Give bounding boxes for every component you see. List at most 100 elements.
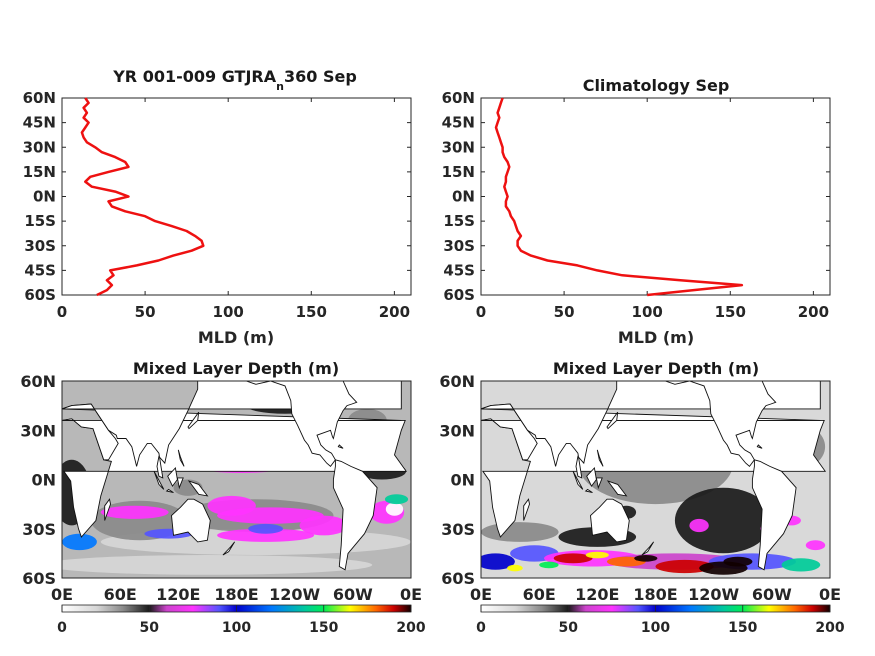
- continent-outline: [177, 449, 185, 467]
- colorbar-model: 0 50 100 150 200: [57, 604, 426, 636]
- x-tick-label: 200: [798, 303, 829, 321]
- profile-model-title: YR 001-009 GTJRAn360 Sep: [112, 67, 357, 93]
- map-climatology-axes: [480, 380, 831, 579]
- mld-patch: [299, 515, 348, 536]
- map-lat-label: 60S: [441, 569, 475, 588]
- y-tick-label: 30N: [442, 138, 475, 156]
- profile-model-axes: [61, 97, 412, 296]
- map-lon-label: 180E: [633, 585, 677, 604]
- continent-outline: [584, 488, 593, 494]
- continent-outline: [222, 541, 235, 556]
- continent-outline: [641, 541, 654, 556]
- map-lon-label: 60E: [523, 585, 556, 604]
- continent-outline: [756, 444, 763, 449]
- y-tick-label: 45N: [442, 114, 475, 132]
- map-lat-label: 60S: [22, 569, 56, 588]
- y-tick-label: 45S: [24, 261, 56, 279]
- mld-patch: [781, 558, 821, 572]
- mld-patch: [385, 502, 404, 516]
- mld-patch: [507, 564, 523, 572]
- map-lon-label: 60W: [333, 585, 373, 604]
- map-lon-label: 0E: [819, 585, 841, 604]
- map-model-title: Mixed Layer Depth (m): [133, 359, 339, 378]
- mld-patch: [481, 522, 559, 542]
- profile-model-line: [80, 97, 205, 297]
- colorbar-tick-label: 200: [815, 620, 844, 636]
- colorbar-tick-label: 100: [222, 620, 251, 636]
- y-tick-label: 45S: [443, 261, 475, 279]
- mld-patch: [100, 505, 169, 519]
- colorbar-tick-label: 150: [728, 620, 757, 636]
- continent-outline: [606, 411, 619, 430]
- y-tick-label: 60S: [24, 286, 56, 304]
- continent-outline: [171, 498, 211, 543]
- mld-patch: [384, 494, 409, 505]
- map-lat-label: 30S: [22, 520, 56, 539]
- mld-patch: [62, 533, 97, 551]
- map-lon-label: 0E: [470, 585, 492, 604]
- continent-outline: [572, 471, 584, 490]
- y-tick-label: 60S: [443, 286, 475, 304]
- x-tick-label: 50: [135, 303, 156, 321]
- map-lat-label: 0N: [31, 471, 56, 490]
- x-tick-label: 150: [715, 303, 746, 321]
- continent-outline: [590, 498, 630, 543]
- map-lon-label: 60W: [752, 585, 792, 604]
- map-lon-label: 60E: [104, 585, 137, 604]
- y-tick-label: 15N: [442, 163, 475, 181]
- y-tick-label: 0N: [452, 188, 475, 206]
- continent-outline: [751, 459, 797, 571]
- map-climatology-land: [481, 381, 827, 571]
- continent-outline: [104, 498, 111, 521]
- x-tick-label: 150: [296, 303, 327, 321]
- map-lat-label: 0N: [450, 471, 475, 490]
- x-tick-label: 50: [554, 303, 575, 321]
- map-lon-label: 0E: [51, 585, 73, 604]
- mld-patch: [655, 559, 714, 574]
- continent-outline: [165, 488, 174, 494]
- y-tick-label: 60N: [23, 89, 56, 107]
- profile-model-xlabel: MLD (m): [198, 328, 274, 347]
- mld-patch: [805, 540, 826, 551]
- mld-patch: [723, 556, 753, 567]
- colorbar-climatology: 0 50 100 150 200: [476, 604, 845, 636]
- profile-climatology-xlabel: MLD (m): [618, 328, 694, 347]
- mld-patch: [217, 528, 315, 542]
- colorbar-tick-label: 200: [396, 620, 425, 636]
- mld-patch: [481, 553, 515, 570]
- continent-outline: [523, 498, 530, 521]
- map-lon-label: 120E: [575, 585, 619, 604]
- map-lat-label: 60N: [20, 372, 56, 391]
- x-tick-label: 0: [57, 303, 67, 321]
- colorbar-tick-label: 0: [476, 620, 486, 636]
- continent-outline: [187, 411, 200, 430]
- map-lon-label: 0E: [400, 585, 422, 604]
- continent-outline: [596, 449, 604, 467]
- colorbar-model-ticks: 0 50 100 150 200: [57, 605, 426, 636]
- continent-outline: [332, 459, 378, 571]
- colorbar-tick-label: 50: [140, 620, 160, 636]
- x-tick-label: 100: [632, 303, 663, 321]
- colorbar-tick-label: 50: [559, 620, 579, 636]
- mld-patch: [585, 551, 609, 559]
- y-tick-label: 0N: [33, 188, 56, 206]
- map-climatology-field: [481, 381, 830, 578]
- x-tick-label: 0: [476, 303, 486, 321]
- mld-patch: [634, 555, 658, 562]
- mld-patch: [248, 523, 283, 534]
- y-tick-label: 15S: [24, 212, 56, 230]
- profile-climatology-axes: [480, 97, 831, 296]
- x-tick-label: 200: [379, 303, 410, 321]
- map-lon-label: 180E: [214, 585, 258, 604]
- map-lat-label: 30S: [441, 520, 475, 539]
- map-lat-label: 60N: [439, 372, 475, 391]
- map-climatology-title: Mixed Layer Depth (m): [553, 359, 759, 378]
- x-tick-label: 100: [213, 303, 244, 321]
- y-tick-label: 45N: [23, 114, 56, 132]
- colorbar-tick-label: 150: [309, 620, 338, 636]
